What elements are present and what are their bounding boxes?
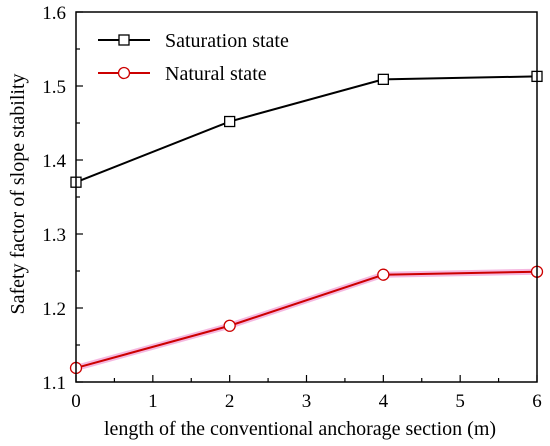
legend-label: Natural state: [165, 63, 267, 85]
x-tick-label: 3: [302, 391, 312, 412]
y-tick-label: 1.1: [42, 373, 66, 394]
y-axis-title: Safety factor of slope stability: [7, 73, 29, 314]
data-point: [377, 73, 389, 85]
y-tick-label: 1.3: [42, 225, 66, 246]
x-axis-title: length of the conventional anchorage sec…: [104, 418, 496, 440]
series-line: [75, 75, 538, 184]
y-tick-label: 1.6: [42, 3, 66, 24]
series-line: [75, 270, 538, 369]
x-tick-label: 0: [71, 391, 81, 412]
legend-marker: [118, 34, 130, 46]
plot-marks: [69, 70, 544, 375]
x-tick-label: 6: [532, 391, 542, 412]
data-point: [224, 115, 236, 128]
x-tick-label: 1: [148, 391, 158, 412]
legend-marker: [117, 66, 131, 80]
legend: Saturation state Natural state: [98, 30, 289, 85]
y-tick-label: 1.2: [42, 299, 66, 320]
legend-label: Saturation state: [165, 30, 289, 52]
y-tick-label: 1.4: [42, 151, 66, 172]
x-tick-label: 2: [225, 391, 235, 412]
data-point: [223, 319, 236, 332]
x-tick-label: 5: [455, 391, 465, 412]
axes: 0 1 2 3 4 5 6 1.1 1.2 1.3 1.4 1.5 1.6: [42, 3, 542, 412]
y-tick-label: 1.5: [42, 77, 66, 98]
series-line-glow: [73, 268, 540, 371]
data-point: [377, 268, 390, 281]
plot-frame: [75, 11, 538, 383]
x-tick-label: 4: [379, 391, 389, 412]
